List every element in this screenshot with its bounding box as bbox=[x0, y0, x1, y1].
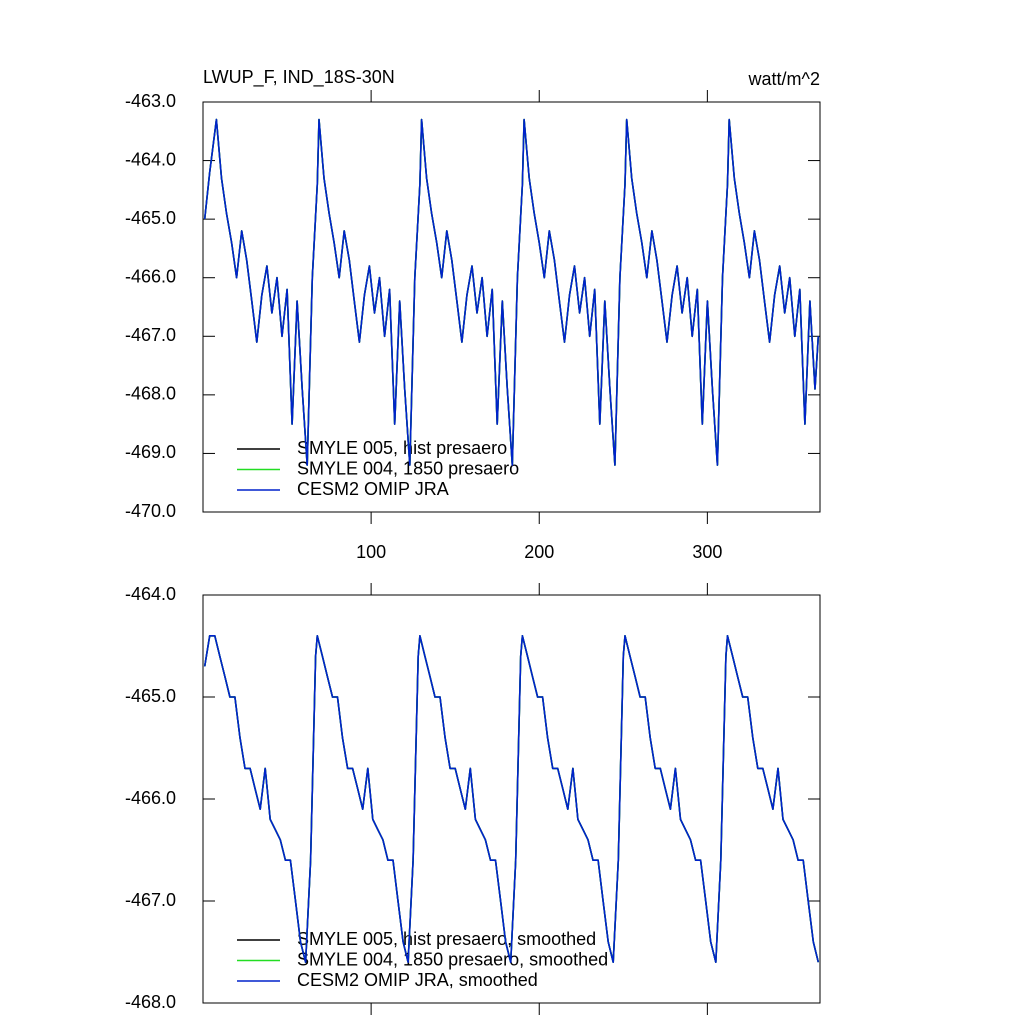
legend-label: SMYLE 005, hist presaero bbox=[297, 438, 507, 458]
series-line bbox=[203, 118, 820, 466]
series-line bbox=[203, 635, 820, 963]
units-label: watt/m^2 bbox=[748, 69, 820, 89]
legend-label: SMYLE 004, 1850 presaero, smoothed bbox=[297, 949, 608, 969]
legend-label: SMYLE 004, 1850 presaero bbox=[297, 458, 519, 478]
series-line bbox=[203, 118, 820, 466]
x-tick-label: 300 bbox=[692, 542, 722, 562]
y-tick-label: -463.0 bbox=[125, 91, 176, 111]
x-tick-label: 200 bbox=[524, 542, 554, 562]
y-tick-label: -468.0 bbox=[125, 384, 176, 404]
x-tick-label: 100 bbox=[356, 542, 386, 562]
y-tick-label: -469.0 bbox=[125, 442, 176, 462]
y-tick-label: -464.0 bbox=[125, 149, 176, 169]
y-tick-label: -466.0 bbox=[125, 788, 176, 808]
y-tick-label: -466.0 bbox=[125, 266, 176, 286]
y-tick-label: -464.0 bbox=[125, 584, 176, 604]
y-tick-label: -467.0 bbox=[125, 325, 176, 345]
legend-label: CESM2 OMIP JRA, smoothed bbox=[297, 970, 538, 990]
y-tick-label: -467.0 bbox=[125, 890, 176, 910]
y-tick-label: -470.0 bbox=[125, 501, 176, 521]
series-line bbox=[203, 118, 820, 466]
y-tick-label: -465.0 bbox=[125, 208, 176, 228]
chart-title: LWUP_F, IND_18S-30N bbox=[203, 67, 395, 88]
legend-label: CESM2 OMIP JRA bbox=[297, 479, 449, 499]
y-tick-label: -468.0 bbox=[125, 992, 176, 1012]
plot-frame bbox=[202, 101, 821, 513]
y-tick-label: -465.0 bbox=[125, 686, 176, 706]
legend-label: SMYLE 005, hist presaero, smoothed bbox=[297, 929, 596, 949]
